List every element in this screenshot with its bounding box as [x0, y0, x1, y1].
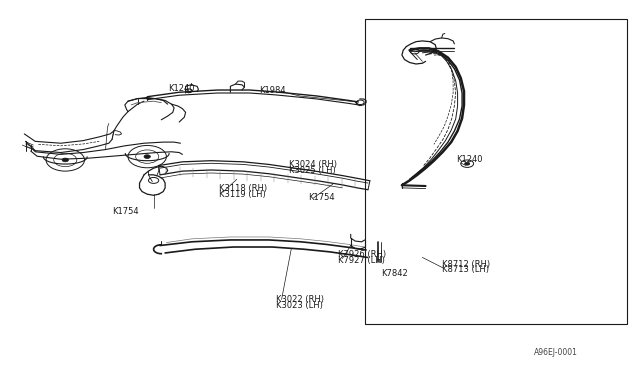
Text: K3023 (LH): K3023 (LH) — [276, 301, 323, 310]
FancyBboxPatch shape — [365, 19, 627, 324]
Text: K1984: K1984 — [259, 86, 286, 94]
Text: K7927 (LH): K7927 (LH) — [338, 256, 385, 265]
Text: K3022 (RH): K3022 (RH) — [276, 295, 324, 304]
Text: K3025 (LH): K3025 (LH) — [289, 166, 336, 174]
Text: K1754: K1754 — [112, 207, 139, 216]
Text: K7926 (RH): K7926 (RH) — [338, 250, 386, 259]
Text: K8713 (LH): K8713 (LH) — [442, 265, 488, 274]
Text: K1754: K1754 — [308, 193, 335, 202]
Text: K3024 (RH): K3024 (RH) — [289, 160, 337, 169]
Circle shape — [144, 155, 150, 158]
Text: K7842: K7842 — [381, 269, 408, 278]
Circle shape — [62, 158, 68, 162]
Text: K3119 (LH): K3119 (LH) — [219, 190, 266, 199]
Text: K1240: K1240 — [168, 84, 194, 93]
Text: K1240: K1240 — [456, 155, 482, 164]
Text: K8712 (RH): K8712 (RH) — [442, 260, 490, 269]
Text: K3118 (RH): K3118 (RH) — [219, 184, 267, 193]
Circle shape — [465, 162, 470, 165]
Text: A96EJ-0001: A96EJ-0001 — [534, 348, 579, 357]
